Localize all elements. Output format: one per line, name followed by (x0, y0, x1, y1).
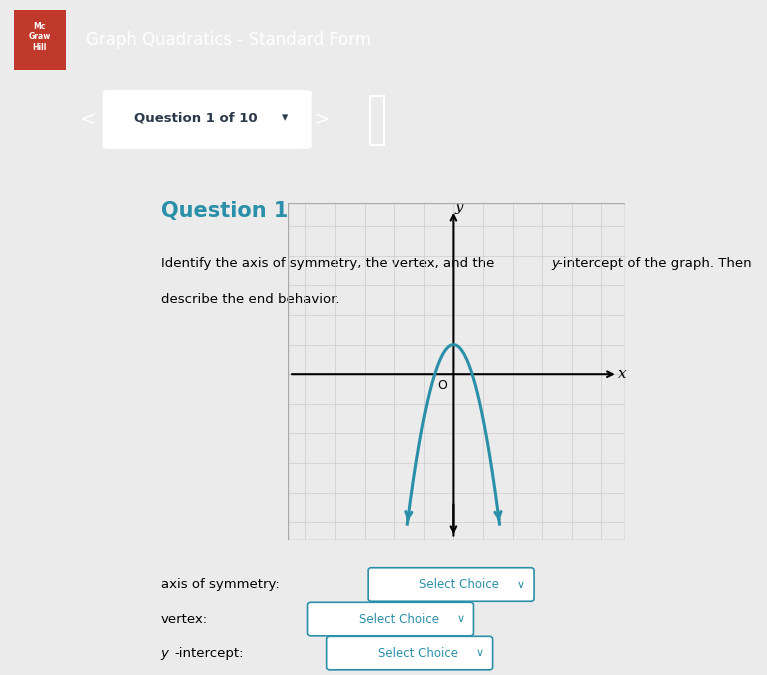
Text: Select Choice: Select Choice (420, 578, 499, 591)
Text: Graph Quadratics - Standard Form: Graph Quadratics - Standard Form (86, 31, 371, 49)
Text: -intercept of the graph. Then: -intercept of the graph. Then (558, 257, 752, 270)
Text: ∨: ∨ (476, 649, 483, 658)
Text: Select Choice: Select Choice (377, 647, 458, 660)
Text: y: y (161, 647, 169, 660)
Text: Select Choice: Select Choice (359, 613, 439, 626)
Text: x: x (618, 367, 627, 381)
Text: ▾: ▾ (282, 111, 288, 124)
Text: -intercept:: -intercept: (175, 647, 245, 660)
FancyBboxPatch shape (327, 637, 492, 670)
Text: axis of symmetry:: axis of symmetry: (161, 578, 279, 591)
Text: >: > (314, 110, 331, 129)
Text: <: < (80, 110, 97, 129)
Text: Question 1: Question 1 (161, 200, 288, 221)
Text: O: O (437, 379, 447, 392)
Text: Identify the axis of symmetry, the vertex, and the: Identify the axis of symmetry, the verte… (161, 257, 499, 270)
Text: vertex:: vertex: (161, 613, 208, 626)
FancyBboxPatch shape (104, 91, 311, 148)
FancyBboxPatch shape (368, 568, 534, 601)
Text: describe the end behavior.: describe the end behavior. (161, 294, 339, 306)
Text: ∨: ∨ (456, 614, 464, 624)
Text: ∨: ∨ (517, 580, 525, 590)
FancyBboxPatch shape (308, 602, 473, 636)
Text: y: y (454, 200, 463, 214)
Text: Question 1 of 10: Question 1 of 10 (133, 111, 258, 124)
Bar (14, 9, 66, 70)
Text: Mc
Graw
Hill: Mc Graw Hill (28, 22, 51, 51)
Text: y: y (551, 257, 559, 270)
